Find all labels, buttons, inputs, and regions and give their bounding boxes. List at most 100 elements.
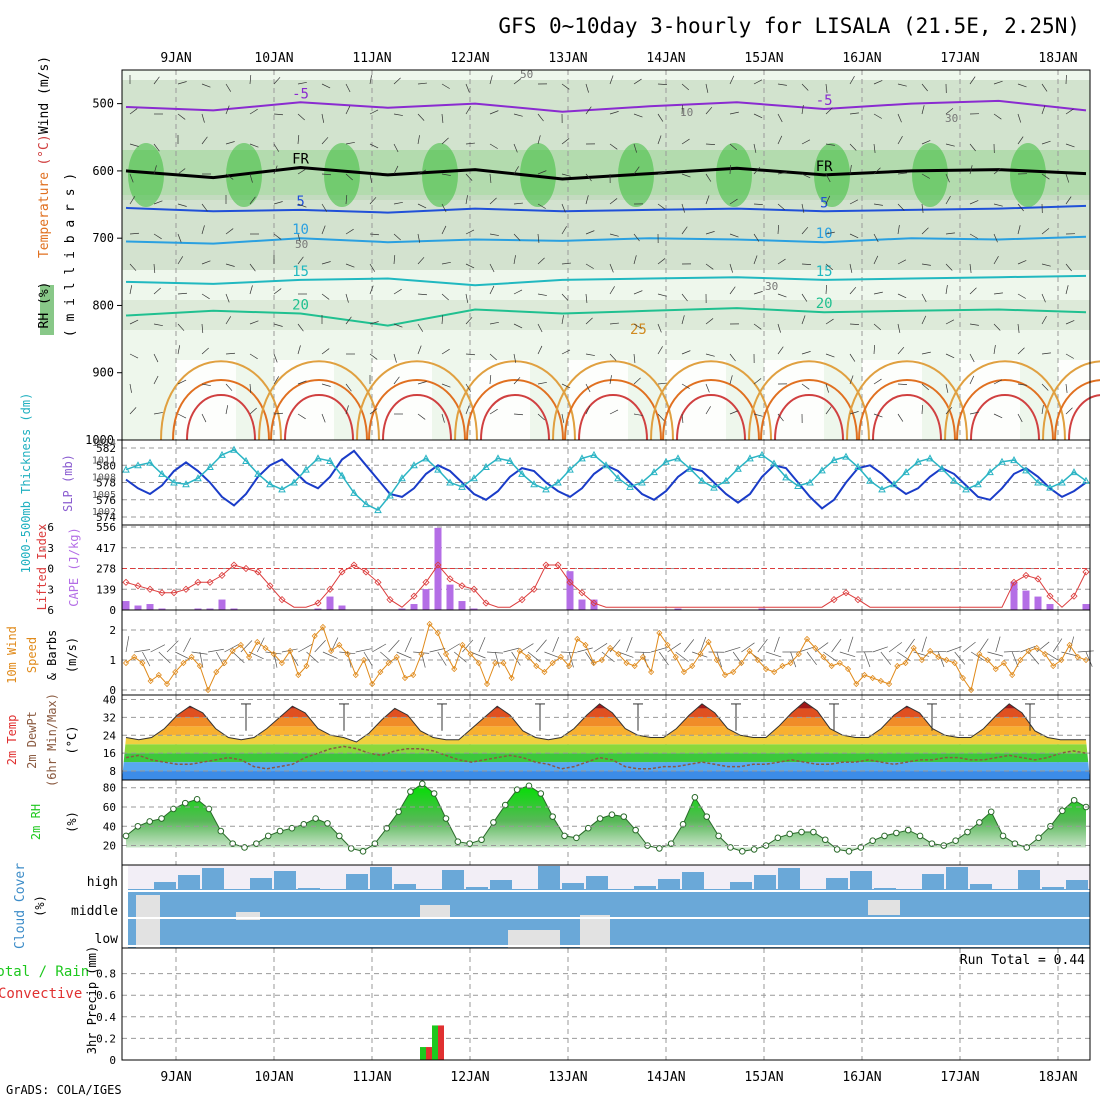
high-cloud-bar: [562, 883, 584, 889]
slp-tick-label: 1008: [92, 473, 116, 484]
wind-barb: [825, 353, 835, 358]
wind-barb: [417, 323, 424, 332]
cape-bar: [206, 608, 214, 610]
wind-barb: [897, 83, 907, 87]
wind-barb: [489, 408, 498, 415]
contour-value-label: 50: [520, 68, 533, 81]
wind-barb: [417, 413, 426, 420]
surface-wind-barb: [150, 644, 166, 653]
wind-barb: [345, 405, 349, 415]
wind-speed-point: [188, 653, 195, 661]
boundary-layer-isotherm: [1042, 360, 1100, 441]
surface-wind-barb: [823, 651, 837, 662]
thickness-point: [230, 445, 238, 453]
cloud-level-label: middle: [71, 904, 118, 919]
boundary-layer-isotherm: [564, 379, 662, 441]
wind-barb: [825, 383, 829, 393]
wind-barb: [681, 413, 684, 423]
wind-barb: [345, 293, 349, 303]
wind-barb: [609, 375, 612, 385]
high-cloud-bar: [442, 870, 464, 889]
wind-speed-point: [410, 671, 417, 679]
wind-speed-point: [697, 650, 704, 658]
wind-axis-label-4: (m/s): [65, 637, 79, 673]
wind-barb: [801, 83, 809, 91]
wind-barb: [345, 316, 352, 325]
rh-moist-cell: [912, 143, 948, 207]
wind-barb: [369, 75, 372, 85]
wind-axis-label-3: & Barbs: [45, 630, 59, 681]
rh-point: [667, 840, 675, 847]
wind-barb: [585, 83, 589, 93]
wind-barb: [849, 263, 853, 273]
wind-speed-point: [204, 686, 212, 694]
wind-speed-point: [1058, 656, 1065, 664]
rh-point: [999, 832, 1007, 840]
wind-barb: [897, 136, 903, 145]
wind-barb: [609, 198, 618, 205]
li-tick-label: 6: [47, 604, 54, 617]
cloud-gap: [868, 900, 900, 915]
rh-point: [288, 824, 296, 832]
wind-speed-point: [713, 656, 720, 664]
thickness-point: [386, 491, 394, 499]
rh-point: [774, 834, 782, 842]
wind-barb: [801, 383, 810, 390]
wind-barb: [513, 143, 518, 153]
wind-speed-point: [352, 671, 359, 679]
wind-barb: [729, 375, 733, 385]
wind-barb: [345, 83, 351, 93]
rh-moist-cell: [422, 143, 458, 207]
rh-point: [336, 832, 343, 840]
surface-wind-barb: [527, 651, 541, 663]
thickness-point: [986, 468, 994, 476]
wind-barb: [945, 108, 954, 115]
wind-barb: [465, 263, 475, 269]
wind-barb: [537, 257, 545, 265]
rh-point: [490, 819, 497, 826]
wind-barb: [225, 352, 235, 355]
wind-barb: [801, 203, 805, 213]
rh-point: [454, 838, 462, 845]
wind-barb: [441, 203, 447, 213]
wind-speed-point: [533, 662, 540, 670]
cape-li-panel: -6 -3 0 3 6 0 139 278 417 556: [41, 521, 1091, 617]
wind-barb: [177, 323, 185, 331]
high-cloud-bar: [922, 874, 944, 889]
thickness-tick-label: 578: [96, 477, 116, 490]
thickness-point: [374, 506, 382, 514]
li-axis-label: Lifted Index: [35, 524, 49, 611]
li-point: [542, 561, 550, 569]
surface-wind-barb: [577, 647, 593, 653]
wind-barb: [993, 80, 1003, 85]
li-point: [590, 599, 598, 607]
thickness-point: [278, 485, 286, 493]
rh-axis-label: RH (%): [37, 282, 52, 329]
wind-barb: [657, 293, 667, 297]
surface-wind-barb: [125, 636, 130, 653]
wind-barb: [753, 291, 763, 295]
wind-barb: [585, 173, 592, 182]
contour-value-label: 10: [680, 106, 693, 119]
cape-tick-label: 556: [96, 521, 116, 534]
cloud-level-label: high: [87, 875, 118, 890]
isotherm-label: -5: [816, 93, 833, 109]
wind-barb: [177, 168, 186, 175]
rh-point: [229, 840, 236, 847]
surface-wind-barb: [478, 637, 486, 653]
rh-point: [786, 830, 794, 838]
wind-speed-point: [598, 656, 605, 664]
temp-color-band: [122, 726, 1090, 736]
wind-speed-point: [1000, 659, 1008, 667]
wind-barb: [657, 135, 662, 145]
li-point: [518, 596, 526, 604]
boundary-layer-isotherm: [160, 360, 282, 441]
surface-wind-barb: [388, 639, 400, 653]
wind-barb: [777, 293, 787, 298]
thickness-point: [722, 476, 730, 484]
high-cloud-bar: [1018, 870, 1040, 889]
wind-barb: [993, 323, 1001, 331]
wind-speed-point: [836, 659, 843, 667]
cape-bar: [218, 599, 226, 610]
surface-wind-barb: [166, 640, 179, 653]
